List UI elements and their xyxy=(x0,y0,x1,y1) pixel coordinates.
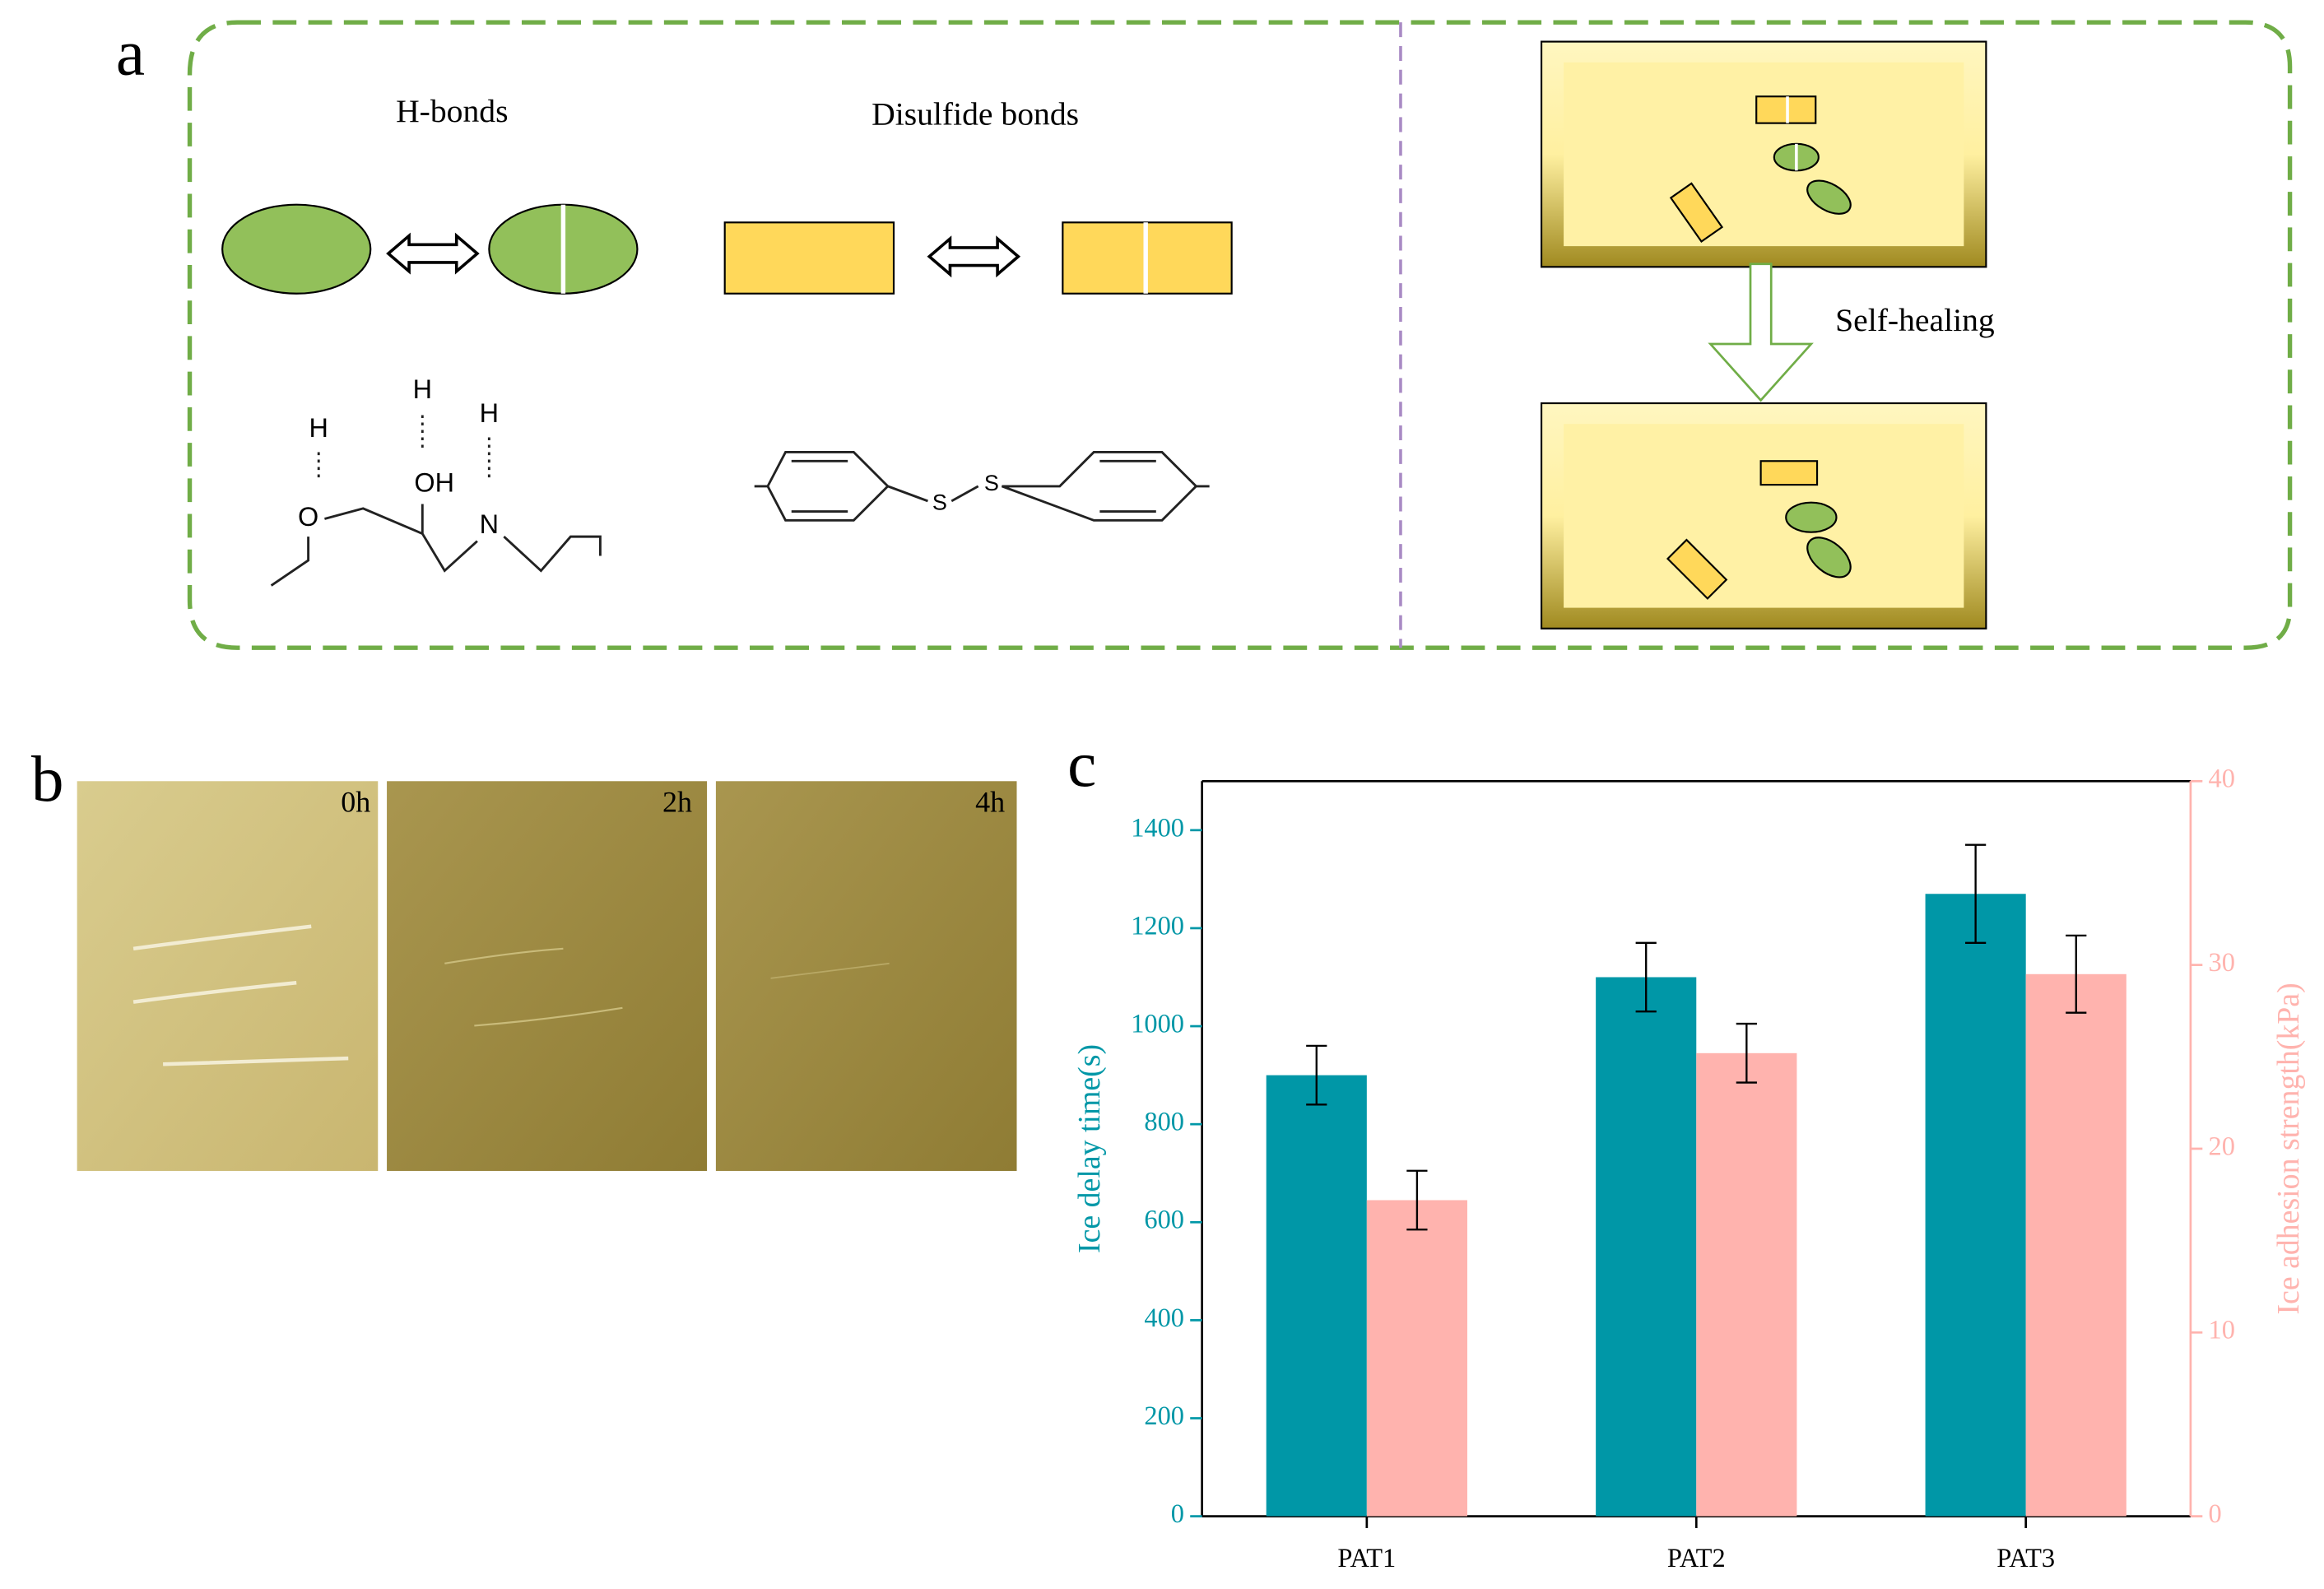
structure xyxy=(270,415,1210,587)
y-tick-label: 1200 xyxy=(1131,911,1184,941)
photo xyxy=(715,781,1017,1171)
y2-tick-label: 20 xyxy=(2209,1131,2235,1161)
chart: 0 200 400 600 800 1000 1200 1400 0 10 20 30 40 Ice de… xyxy=(1072,764,2306,1573)
bar xyxy=(2025,973,2126,1517)
panel-label: b xyxy=(31,743,64,815)
atom: N xyxy=(480,509,499,539)
atom: H xyxy=(413,374,432,404)
atom: H xyxy=(480,398,499,428)
scratch xyxy=(132,924,349,1066)
hb xyxy=(1785,501,1838,533)
x-tick-label: PAT3 xyxy=(1996,1544,2055,1573)
bar xyxy=(1366,1200,1467,1517)
y2-tick-label: 30 xyxy=(2209,948,2235,978)
photo xyxy=(77,781,379,1171)
y2-tick-label: 0 xyxy=(2209,1499,2222,1529)
atom: OH xyxy=(414,468,454,498)
y2-tick-label: 40 xyxy=(2209,764,2235,794)
scratch xyxy=(770,962,890,979)
bar xyxy=(1696,1052,1797,1517)
rings xyxy=(754,451,1210,522)
healing-diagram xyxy=(1540,40,1987,630)
y-tick-label: 800 xyxy=(1144,1108,1184,1137)
x-tick-label: PAT2 xyxy=(1667,1544,1726,1573)
y-tick-label: 200 xyxy=(1144,1401,1184,1431)
atom: S xyxy=(984,471,999,495)
scratch xyxy=(444,947,623,1027)
bond-label: Disulfide bonds xyxy=(872,96,1079,132)
y-axis-label: Ice delay time(s) xyxy=(1072,1044,1107,1253)
ss xyxy=(1669,182,1724,244)
process-label: Self-healing xyxy=(1835,302,1995,338)
panel-label: a xyxy=(116,16,145,89)
atom: H xyxy=(309,413,328,443)
bar xyxy=(1596,977,1697,1517)
y2-axis-label: Ice adhesion strength(kPa) xyxy=(2271,983,2306,1314)
bar xyxy=(1266,1075,1367,1517)
y-tick-label: 0 xyxy=(1171,1499,1184,1529)
time-label: 4h xyxy=(975,785,1005,818)
y-tick-label: 400 xyxy=(1144,1303,1184,1333)
atom: S xyxy=(932,490,947,515)
error-bar xyxy=(1635,941,1657,1013)
hb xyxy=(1806,537,1852,578)
time-label: 0h xyxy=(341,785,370,818)
y-tick-label: 600 xyxy=(1144,1206,1184,1235)
double-arrow xyxy=(386,232,480,275)
photos xyxy=(77,781,1017,1171)
error-bar xyxy=(1736,1022,1757,1084)
error-bar xyxy=(2066,934,2087,1014)
error-bar xyxy=(1406,1169,1428,1231)
bonds xyxy=(270,504,602,587)
ss xyxy=(1666,538,1728,600)
block-face xyxy=(1564,424,1964,608)
error-bar xyxy=(1965,843,1987,944)
double-arrow xyxy=(927,235,1021,278)
frame xyxy=(187,20,2293,650)
error-bar xyxy=(1306,1044,1327,1106)
bond-icons xyxy=(221,203,1233,295)
bond-label: H-bonds xyxy=(396,93,508,129)
y-tick-label: 1400 xyxy=(1131,813,1184,843)
hb xyxy=(1806,179,1852,215)
y2-tick-label: 10 xyxy=(2209,1316,2235,1345)
y-tick-label: 1000 xyxy=(1131,1009,1184,1038)
arrow xyxy=(1708,263,1814,402)
h-bond-dots xyxy=(317,415,490,482)
panel-label: c xyxy=(1067,728,1096,801)
h-bond xyxy=(221,203,372,295)
time-label: 2h xyxy=(662,785,692,818)
photo xyxy=(387,781,708,1171)
x-tick-label: PAT1 xyxy=(1337,1544,1396,1573)
block-face xyxy=(1564,62,1964,247)
ss-bond xyxy=(723,221,895,295)
bar xyxy=(1925,894,2026,1517)
ss xyxy=(1759,460,1819,486)
atom: O xyxy=(298,502,318,532)
